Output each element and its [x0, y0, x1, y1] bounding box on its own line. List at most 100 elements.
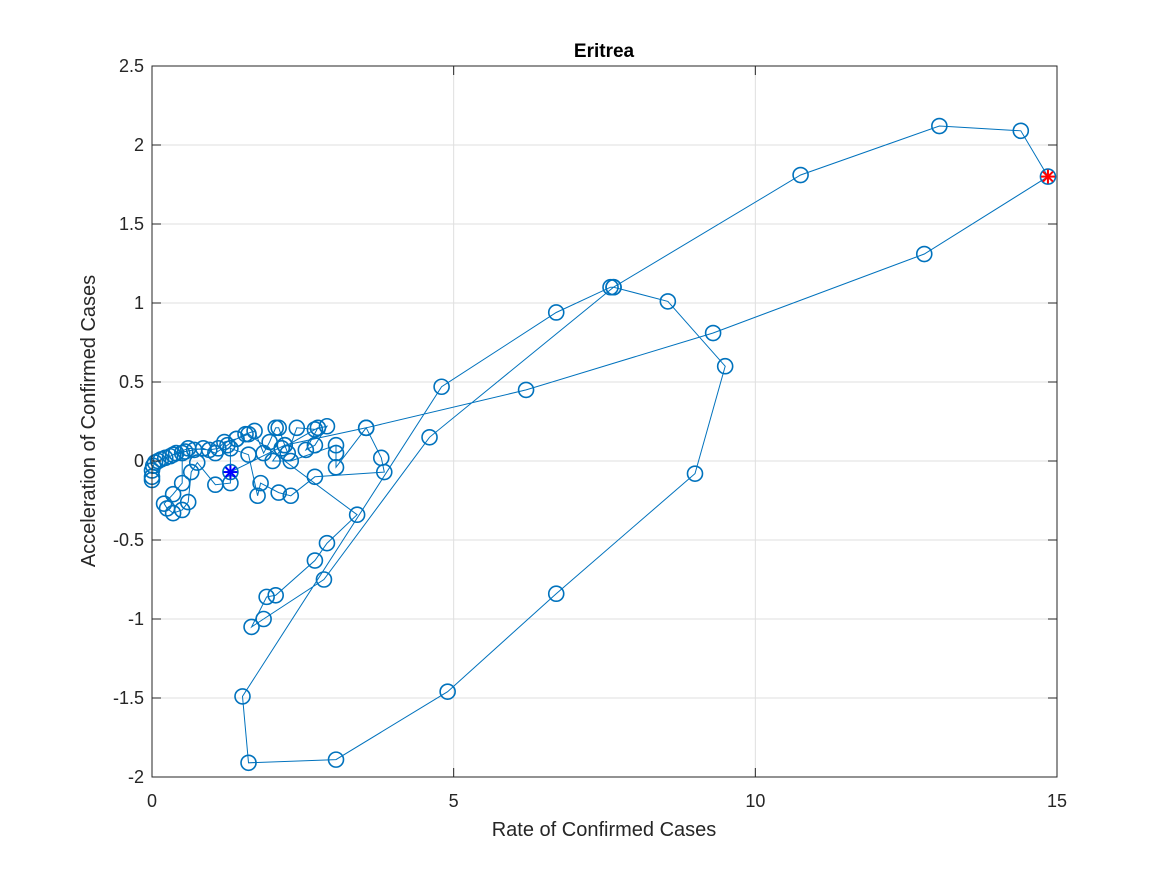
data-point: [306, 421, 324, 438]
data-point: [173, 444, 191, 462]
data-point: [164, 485, 182, 503]
data-point: [201, 441, 218, 459]
x-tick-label: 15: [1047, 791, 1067, 811]
data-point: [219, 436, 236, 454]
data-point: [547, 304, 565, 321]
data-point: [792, 166, 809, 184]
data-point: [288, 419, 306, 437]
x-tick-label: 5: [449, 791, 459, 811]
data-point: [179, 440, 197, 457]
y-tick-label: -2: [128, 767, 144, 787]
data-point: [240, 425, 257, 443]
data-point: [249, 487, 266, 505]
x-axis-label: Rate of Confirmed Cases: [492, 819, 717, 841]
data-point: [931, 117, 948, 135]
data-point: [517, 381, 535, 399]
data-point: [318, 534, 336, 552]
data-point: [306, 436, 324, 454]
data-point: [318, 417, 336, 435]
y-tick-label: 0: [134, 451, 144, 471]
data-point: [264, 452, 281, 470]
data-point: [273, 440, 291, 457]
data-point: [164, 446, 182, 463]
data-point: [306, 468, 324, 486]
data-point: [686, 465, 704, 482]
y-tick-label: -0.5: [113, 530, 144, 550]
data-point: [243, 618, 260, 636]
y-tick-label: 0.5: [119, 372, 144, 392]
data-point: [327, 436, 345, 454]
data-point: [252, 474, 269, 492]
data-point: [433, 378, 450, 396]
data-point: [276, 436, 294, 454]
data-point: [149, 452, 167, 470]
data-point: [173, 474, 191, 492]
axes-box: [151, 65, 1058, 778]
plot-area: 0 5 10 15 -2 -1.5 -1 -0.5 0 0.5 1 1.5 2 2.5: [113, 56, 1067, 811]
data-point: [188, 454, 206, 471]
data-point: [297, 441, 315, 459]
y-tick-label: -1: [128, 609, 144, 629]
data-point: [282, 452, 300, 470]
data-point: [270, 419, 288, 437]
data-point: [222, 463, 239, 481]
data-point: [258, 588, 275, 606]
annotation-layer: [223, 169, 1055, 480]
x-tick-label: 0: [147, 791, 157, 811]
data-point: [182, 463, 200, 481]
chart-title: Eritrea: [574, 41, 635, 62]
x-tick-label: 10: [745, 791, 765, 811]
data-point: [327, 459, 345, 476]
series-layer: [143, 117, 1057, 772]
start-marker-icon: [1040, 169, 1055, 184]
axis-ticks: [151, 65, 1058, 778]
data-point: [222, 440, 239, 457]
data-point: [279, 444, 297, 462]
data-point: [240, 754, 257, 772]
data-point: [327, 751, 345, 768]
data-point: [167, 444, 185, 462]
data-point: [704, 324, 722, 342]
data-point: [176, 443, 194, 460]
data-point: [306, 552, 324, 569]
y-tick-label: 1.5: [119, 214, 144, 234]
data-point: [240, 446, 257, 463]
series-line: [151, 125, 1049, 764]
data-point: [605, 278, 622, 296]
data-point: [267, 586, 284, 604]
end-marker-icon: [223, 465, 238, 480]
data-point: [716, 357, 734, 375]
data-point: [1039, 168, 1057, 185]
data-point: [421, 428, 438, 446]
data-point: [357, 419, 375, 437]
data-point: [309, 419, 327, 437]
y-axis-label: Acceleration of Confirmed Cases: [78, 275, 100, 567]
data-point: [547, 585, 565, 603]
data-point: [375, 463, 393, 481]
data-point: [348, 506, 366, 524]
x-tick-labels: 0 5 10 15: [147, 791, 1067, 811]
axes-background: [152, 66, 1057, 777]
data-point: [210, 440, 227, 457]
data-point: [255, 610, 272, 628]
data-point: [315, 571, 333, 588]
y-tick-label: 2.5: [119, 56, 144, 76]
y-tick-label: 2: [134, 135, 144, 155]
data-point: [915, 245, 933, 263]
data-point: [439, 683, 456, 700]
data-point: [228, 430, 245, 448]
data-point: [216, 433, 233, 451]
data-point: [158, 500, 176, 517]
y-tick-label: 1: [134, 293, 144, 313]
data-point: [155, 495, 173, 512]
y-tick-labels: -2 -1.5 -1 -0.5 0 0.5 1 1.5 2 2.5: [113, 56, 144, 787]
data-point: [659, 293, 677, 310]
data-point: [1012, 122, 1030, 140]
y-tick-label: -1.5: [113, 688, 144, 708]
data-point: [270, 484, 288, 501]
data-point: [282, 487, 300, 505]
data-point: [234, 688, 251, 705]
data-point: [164, 504, 182, 522]
data-point: [207, 476, 224, 494]
